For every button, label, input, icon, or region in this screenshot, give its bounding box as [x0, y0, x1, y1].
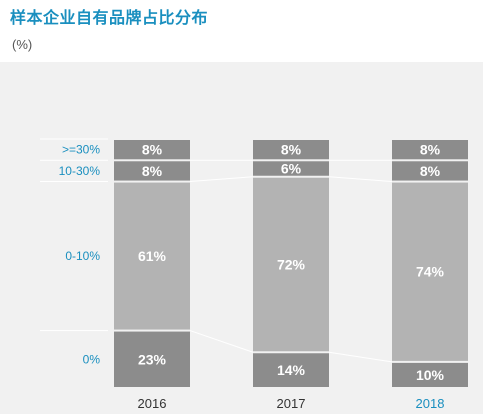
legend-label: 0%	[83, 352, 101, 366]
connector-line	[189, 176, 254, 183]
chart-unit: (%)	[12, 37, 33, 52]
bar-value-label: 8%	[420, 163, 441, 179]
x-tick-label: 2017	[277, 396, 306, 411]
connector-line	[328, 176, 393, 183]
bar-segment-2016-3	[114, 161, 190, 181]
bar-segment-2016-1	[114, 331, 190, 387]
bar-value-label: 8%	[281, 142, 302, 158]
bar-value-label: 74%	[416, 264, 445, 280]
bar-segment-2017-3	[253, 161, 329, 176]
chart-title: 样本企业自有品牌占比分布	[10, 10, 209, 27]
bar-segment-2016-2	[114, 182, 190, 330]
legend-label: 10-30%	[59, 164, 101, 178]
connector-line	[189, 330, 254, 353]
bar-segment-2018-2	[392, 182, 468, 361]
bar-segment-2018-4	[392, 140, 468, 160]
bar-value-label: 72%	[277, 257, 306, 273]
bar-segment-2017-2	[253, 177, 329, 352]
legend-label: >=30%	[62, 143, 100, 157]
x-tick-label: 2016	[138, 396, 167, 411]
bar-value-label: 8%	[420, 142, 441, 158]
bar-value-label: 61%	[138, 248, 167, 264]
bar-segment-2018-1	[392, 362, 468, 387]
bar-value-label: 8%	[142, 163, 163, 179]
bar-segment-2017-1	[253, 353, 329, 387]
bar-value-label: 8%	[142, 142, 163, 158]
bar-segment-2016-4	[114, 140, 190, 160]
bar-value-label: 10%	[416, 367, 445, 383]
legend-label: 0-10%	[65, 249, 100, 263]
bar-segment-2017-4	[253, 140, 329, 160]
x-tick-label: 2018	[416, 396, 445, 411]
bar-segment-2018-3	[392, 161, 468, 181]
connector-line	[328, 351, 393, 363]
bar-value-label: 14%	[277, 362, 306, 378]
bar-value-label: 6%	[281, 161, 302, 177]
bar-value-label: 23%	[138, 351, 167, 367]
